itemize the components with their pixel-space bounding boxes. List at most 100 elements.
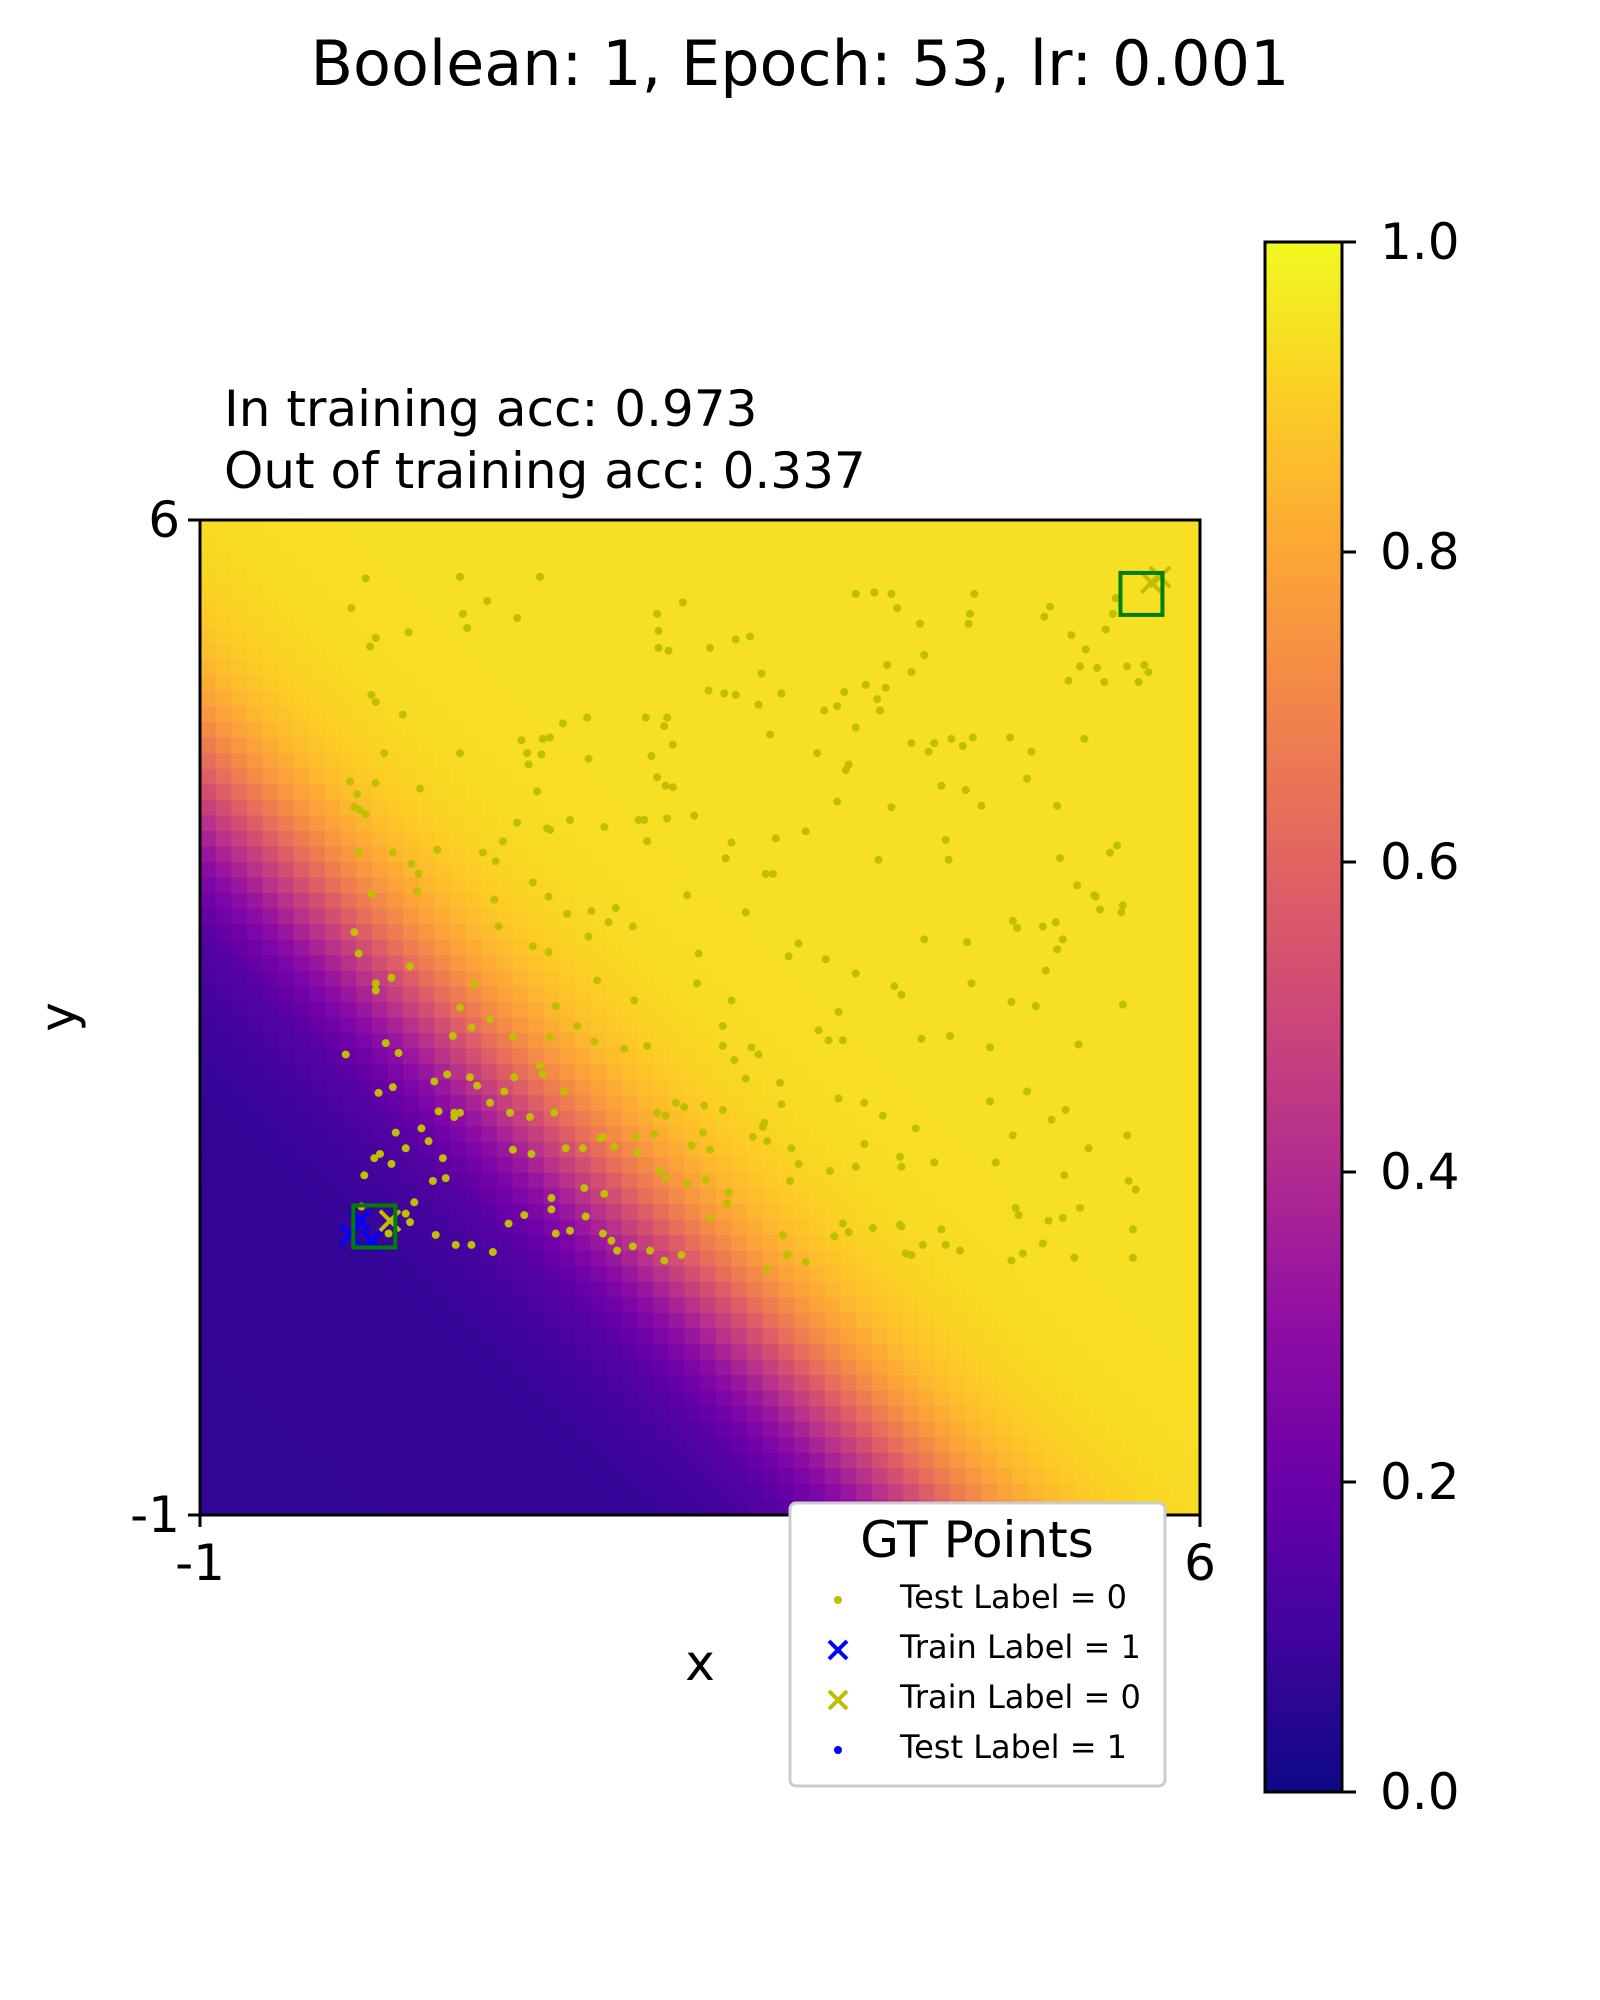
heatmap-cell bbox=[1059, 1297, 1076, 1314]
heatmap-cell bbox=[996, 1017, 1014, 1034]
heatmap-cell bbox=[1168, 1406, 1186, 1423]
heatmap-cell bbox=[325, 644, 342, 661]
heatmap-cell bbox=[793, 1437, 811, 1454]
heatmap-cell bbox=[215, 862, 233, 879]
heatmap-cell bbox=[231, 1219, 248, 1236]
heatmap-cell bbox=[746, 722, 764, 739]
heatmap-cell bbox=[309, 1095, 326, 1112]
heatmap-cell bbox=[1184, 1172, 1201, 1190]
heatmap-cell bbox=[200, 784, 217, 801]
heatmap-cell bbox=[1121, 1079, 1139, 1097]
heatmap-cell bbox=[778, 784, 795, 801]
heatmap-cell bbox=[418, 877, 436, 894]
heatmap-cell bbox=[887, 970, 904, 988]
heatmap-cell bbox=[1012, 1343, 1029, 1361]
heatmap-cell bbox=[262, 1499, 279, 1516]
test-label-0-point bbox=[448, 1031, 457, 1040]
heatmap-cell bbox=[293, 675, 311, 692]
heatmap-cell bbox=[887, 768, 904, 786]
heatmap-cell bbox=[700, 1343, 717, 1361]
heatmap-cell bbox=[512, 1017, 529, 1034]
heatmap-cell bbox=[700, 722, 717, 739]
heatmap-cell bbox=[1106, 1110, 1123, 1128]
heatmap-cell bbox=[543, 1048, 561, 1065]
heatmap-cell bbox=[231, 1297, 248, 1314]
heatmap-cell bbox=[887, 1312, 904, 1330]
heatmap-cell bbox=[700, 659, 717, 677]
test-label-0-point bbox=[1051, 918, 1060, 927]
heatmap-cell bbox=[200, 955, 217, 972]
heatmap-cell bbox=[293, 1297, 311, 1314]
heatmap-cell bbox=[1028, 862, 1045, 879]
heatmap-cell bbox=[309, 1048, 326, 1065]
heatmap-cell bbox=[700, 1188, 717, 1205]
heatmap-cell bbox=[215, 924, 233, 941]
heatmap-cell bbox=[715, 644, 733, 661]
heatmap-cell bbox=[231, 644, 248, 661]
test-label-0-point bbox=[528, 942, 537, 951]
heatmap-cell bbox=[1184, 1375, 1201, 1392]
test-label-0-point bbox=[937, 1225, 946, 1234]
heatmap-cell bbox=[1137, 862, 1154, 879]
subtitle-line-2: Out of training acc: 0.337 bbox=[224, 442, 866, 500]
test-label-0-point bbox=[801, 827, 810, 836]
heatmap-cell bbox=[965, 1001, 983, 1019]
heatmap-cell bbox=[1075, 1375, 1092, 1392]
heatmap-cell bbox=[325, 706, 342, 723]
heatmap-cell bbox=[590, 1312, 608, 1330]
test-label-0-point bbox=[1058, 935, 1067, 944]
heatmap-cell bbox=[1059, 1312, 1076, 1330]
heatmap-cell bbox=[700, 1079, 717, 1097]
test-label-0-point bbox=[768, 869, 777, 878]
test-label-0-point bbox=[513, 614, 522, 623]
heatmap-cell bbox=[871, 955, 889, 972]
heatmap-cell bbox=[215, 644, 233, 661]
heatmap-cell bbox=[1168, 799, 1186, 817]
heatmap-cell bbox=[793, 675, 811, 692]
heatmap-cell bbox=[340, 691, 358, 708]
heatmap-cell bbox=[1043, 768, 1061, 786]
heatmap-cell bbox=[1059, 1375, 1076, 1392]
heatmap-cell bbox=[325, 1375, 342, 1392]
heatmap-cell bbox=[981, 1375, 998, 1392]
heatmap-cell bbox=[903, 1079, 920, 1097]
heatmap-cell bbox=[278, 924, 295, 941]
test-label-0-point bbox=[668, 783, 677, 792]
heatmap-cell bbox=[950, 520, 967, 537]
heatmap-cell bbox=[793, 1064, 811, 1081]
heatmap-cell bbox=[746, 597, 764, 615]
heatmap-cell bbox=[262, 613, 279, 630]
heatmap-cell bbox=[1153, 815, 1170, 832]
heatmap-cell bbox=[668, 1406, 686, 1423]
heatmap-cell bbox=[809, 535, 826, 552]
heatmap-cell bbox=[340, 862, 358, 879]
heatmap-cell bbox=[950, 1017, 967, 1034]
heatmap-cell bbox=[481, 1219, 498, 1236]
heatmap-cell bbox=[1075, 597, 1092, 615]
heatmap-cell bbox=[434, 862, 451, 879]
heatmap-cell bbox=[934, 1157, 951, 1174]
heatmap-cell bbox=[481, 1048, 498, 1065]
heatmap-cell bbox=[1012, 597, 1029, 615]
heatmap-cell bbox=[809, 877, 826, 894]
test-label-0-point bbox=[630, 996, 639, 1005]
heatmap-cell bbox=[981, 862, 998, 879]
heatmap-cell bbox=[965, 1390, 983, 1407]
heatmap-cell bbox=[496, 815, 514, 832]
heatmap-cell bbox=[1090, 1219, 1108, 1236]
heatmap-cell bbox=[731, 846, 748, 863]
heatmap-cell bbox=[871, 1468, 889, 1485]
heatmap-cell bbox=[1043, 1157, 1061, 1174]
heatmap-cell bbox=[293, 753, 311, 770]
heatmap-cell bbox=[981, 644, 998, 661]
heatmap-cell bbox=[840, 1421, 858, 1439]
heatmap-cell bbox=[903, 799, 920, 817]
heatmap-cell bbox=[278, 862, 295, 879]
heatmap-cell bbox=[934, 582, 951, 599]
heatmap-cell bbox=[746, 970, 764, 988]
heatmap-cell bbox=[731, 1157, 748, 1174]
heatmap-cell bbox=[1012, 784, 1029, 801]
heatmap-cell bbox=[543, 1359, 561, 1376]
heatmap-cell bbox=[981, 753, 998, 770]
heatmap-cell bbox=[325, 691, 342, 708]
